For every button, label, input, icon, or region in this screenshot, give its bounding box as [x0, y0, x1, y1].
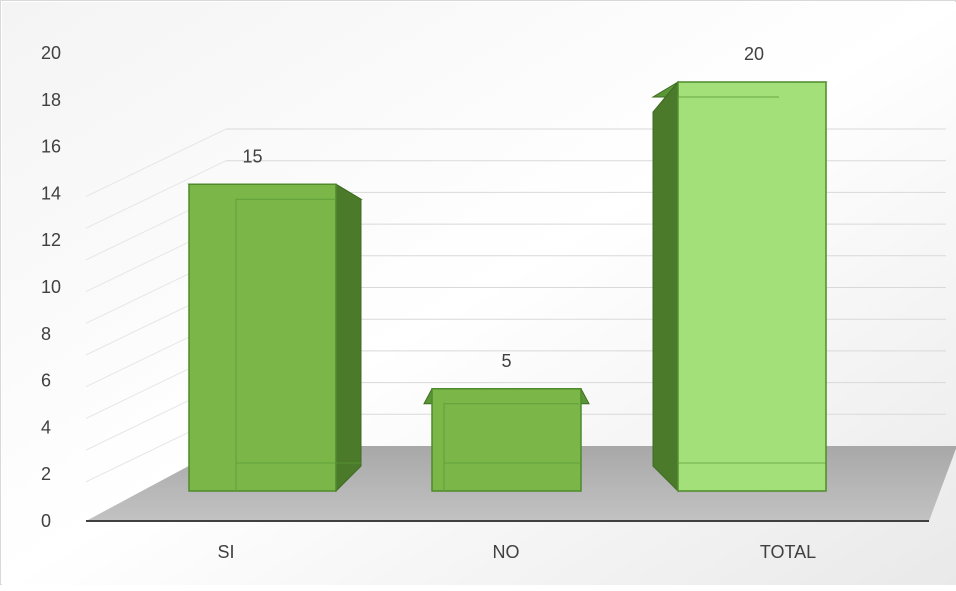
data-label: 15: [242, 146, 262, 166]
y-tick-label: 4: [41, 417, 51, 437]
bar-side-face: [652, 80, 679, 493]
bar-side-face: [335, 183, 362, 493]
y-tick-label: 14: [41, 183, 61, 203]
bar-front-face: [431, 388, 582, 492]
x-category-label: SI: [217, 542, 234, 562]
y-axis-tick-labels: 0 2 4 6 8 10 12 14 16 18 20: [41, 43, 61, 531]
y-tick-label: 10: [41, 277, 61, 297]
y-tick-label: 20: [41, 43, 61, 63]
y-tick-label: 0: [41, 511, 51, 531]
data-label: 5: [501, 351, 511, 371]
gridline-side: [85, 160, 227, 229]
data-label: 20: [744, 44, 764, 64]
x-axis-category-labels: SI NO TOTAL: [217, 542, 816, 562]
y-tick-label: 18: [41, 90, 61, 110]
bars: [187, 80, 828, 493]
bar-si: [187, 183, 363, 493]
bar-inner-edge: [235, 198, 336, 491]
x-category-label: TOTAL: [760, 542, 816, 562]
x-category-label: NO: [493, 542, 520, 562]
bar-inner-edge: [677, 96, 779, 491]
y-tick-label: 12: [41, 230, 61, 250]
bar-no: [423, 388, 590, 492]
bar-inner-edge: [443, 403, 579, 491]
bar-total: [651, 80, 828, 493]
y-tick-label: 2: [41, 464, 51, 484]
data-labels: 15 5 20: [242, 44, 764, 371]
bar-front-face: [188, 183, 337, 492]
y-tick-label: 8: [41, 324, 51, 344]
gridline-side: [85, 128, 227, 197]
y-tick-label: 6: [41, 371, 51, 391]
y-tick-label: 16: [41, 137, 61, 157]
bar-front-face: [677, 81, 827, 492]
